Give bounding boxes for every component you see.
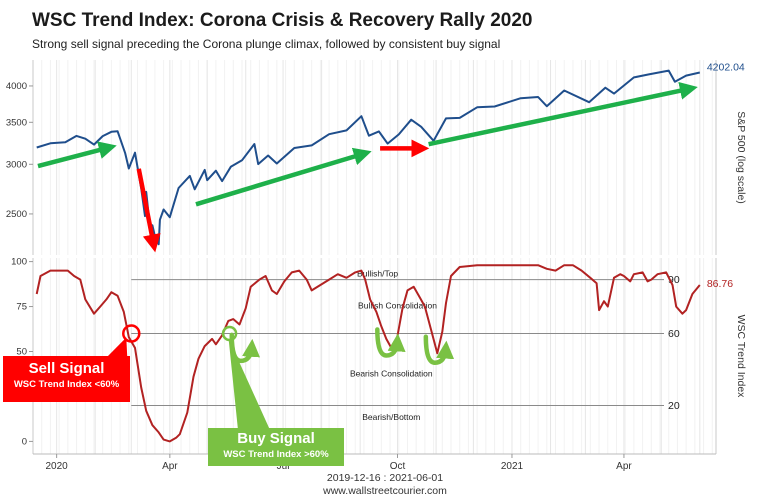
x-tick-label: Apr [162, 461, 178, 472]
zone-label: Bearish Consolidation [350, 369, 433, 379]
trend-index-line [35, 264, 701, 443]
chart-subtitle: Strong sell signal preceding the Corona … [32, 37, 501, 51]
bounce-arrow-icon [423, 334, 455, 365]
chart-caption: 2019-12-16 : 2021-06-01 www.wallstreetco… [0, 472, 770, 498]
trend-arrow-up [195, 147, 372, 207]
index-y-tick-label: 0 [22, 436, 27, 447]
x-axis: 2020 Apr Jul Oct 2021 Apr [33, 453, 716, 472]
zone-label: Bullish Consolidation [358, 300, 437, 310]
x-tick-label: Oct [390, 461, 406, 472]
reference-line-label-20: 20 [668, 400, 680, 412]
price-panel: 2500 3000 3500 4000 4202.04 S&P 500 (log scal… [6, 60, 747, 255]
sell-signal-circle [122, 324, 141, 343]
trend-arrow-up [37, 141, 117, 169]
index-y-tick-label: 75 [16, 302, 27, 313]
x-tick-label: 2021 [501, 461, 524, 472]
buy-signal-title: Buy Signal [237, 430, 315, 447]
x-tick-label: Jul [277, 461, 290, 472]
price-axis-title: S&P 500 (log scale) [735, 111, 747, 204]
buy-signal-detail: WSC Trend Index >60% [223, 449, 329, 460]
price-last-value-label: 4202.04 [707, 62, 745, 74]
price-y-tick-label: 3000 [6, 159, 27, 170]
date-range-label: 2019-12-16 : 2021-06-01 [326, 472, 444, 484]
price-y-tick-label: 2500 [6, 209, 27, 220]
website-label: www.wallstreetcourier.com [323, 485, 447, 497]
buy-signal-circle [221, 325, 238, 342]
zone-label: Bearish/Bottom [362, 412, 420, 422]
annotation-layer [37, 81, 698, 430]
sell-signal-title: Sell Signal [28, 360, 105, 377]
reference-line-label-60: 60 [668, 328, 680, 340]
sp500-price-line [36, 69, 701, 246]
chart-title: WSC Trend Index: Corona Crisis & Recover… [32, 10, 533, 31]
index-y-tick-label: 50 [16, 347, 27, 358]
trend-arrow-down [136, 168, 161, 253]
sell-signal-detail: WSC Trend Index <60% [13, 379, 120, 390]
index-axis-title: WSC Trend Index [735, 315, 747, 399]
price-y-tick-label: 3500 [6, 117, 27, 128]
buy-signal-callout: Buy Signal WSC Trend Index >60% [208, 428, 344, 466]
x-tick-label: Apr [616, 461, 632, 472]
index-y-tick-label: 100 [11, 257, 27, 268]
index-last-value-label: 86.76 [707, 278, 733, 290]
zone-label: Bullish/Top [357, 269, 398, 279]
sell-signal-callout: Sell Signal WSC Trend Index <60% [3, 356, 130, 402]
trend-arrow-up [428, 81, 698, 147]
bounce-arrow-icon [229, 332, 261, 364]
reference-line-label-90: 90 [668, 274, 680, 286]
x-tick-label: 2020 [46, 461, 69, 472]
price-y-tick-label: 4000 [6, 81, 27, 92]
bounce-arrow-icon [375, 327, 406, 358]
